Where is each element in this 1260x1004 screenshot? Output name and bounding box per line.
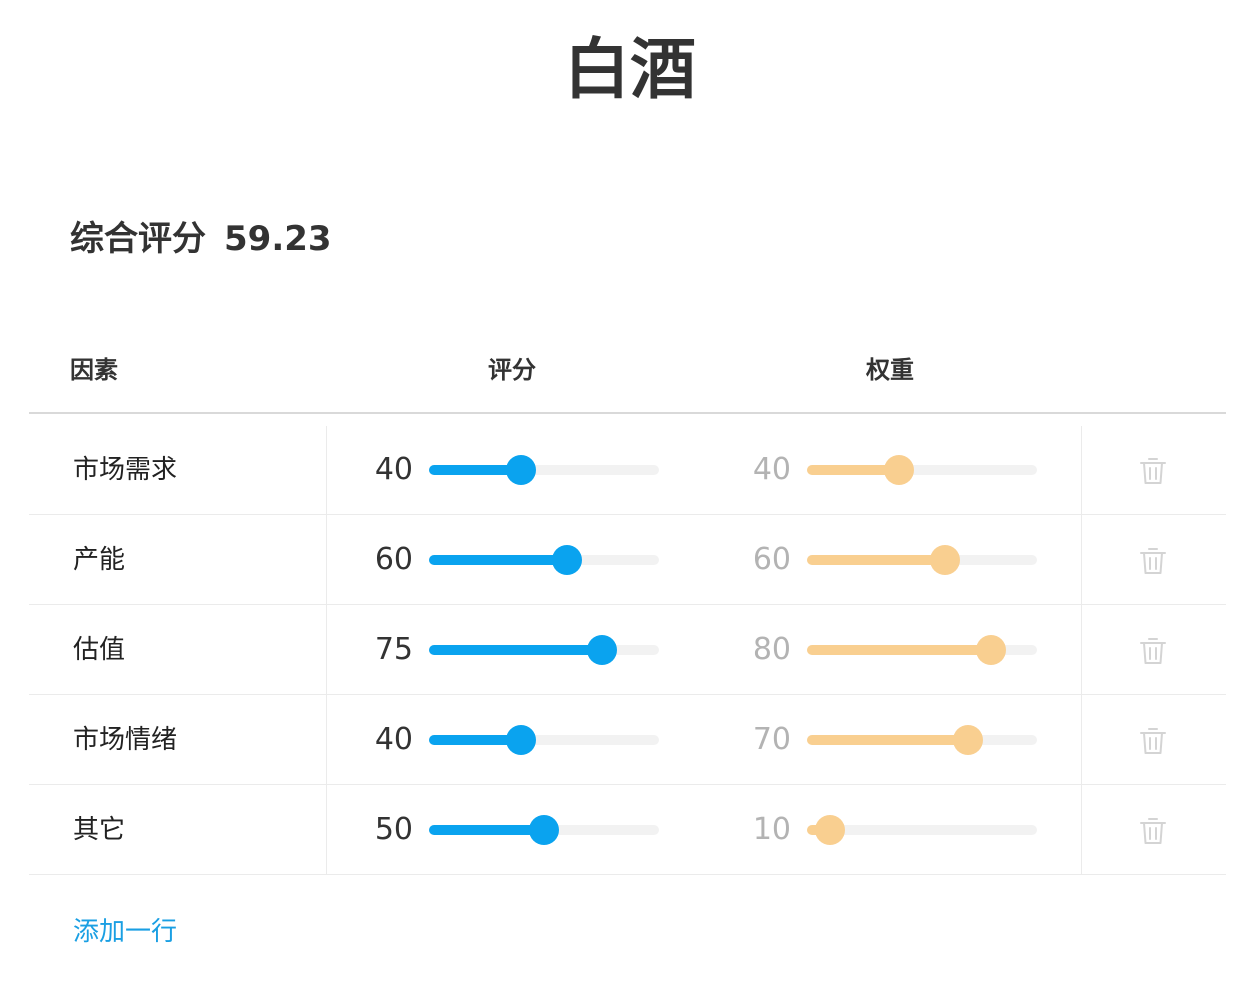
column-divider: [326, 785, 327, 874]
delete-row-button[interactable]: [1135, 453, 1171, 489]
column-header-factor: 因素: [70, 356, 118, 384]
score-slider[interactable]: [429, 635, 659, 665]
weight-slider-handle[interactable]: [953, 725, 983, 755]
score-slider-track[interactable]: [429, 735, 659, 745]
table-body: 市场需求 40 40 产能 60 60 估值 75 80 市场情绪 40 70 其它 50 10: [29, 414, 1226, 875]
score-slider-fill: [429, 465, 521, 475]
column-divider: [1081, 426, 1082, 514]
score-slider-handle[interactable]: [587, 635, 617, 665]
page-title: 白酒: [564, 31, 696, 108]
score-slider[interactable]: [429, 815, 659, 845]
table-row: 市场需求 40 40: [29, 414, 1226, 515]
column-divider: [1081, 605, 1082, 694]
weight-slider-fill: [807, 555, 945, 565]
score-slider-handle[interactable]: [552, 545, 582, 575]
weight-slider-handle[interactable]: [815, 815, 845, 845]
delete-row-button[interactable]: [1135, 633, 1171, 669]
factor-name: 产能: [73, 545, 126, 575]
overall-score-label: 综合评分: [70, 219, 206, 259]
delete-row-button[interactable]: [1135, 813, 1171, 849]
weight-slider[interactable]: [807, 455, 1037, 485]
delete-row-button[interactable]: [1135, 723, 1171, 759]
weight-slider-handle[interactable]: [884, 455, 914, 485]
weight-value: 60: [752, 542, 791, 577]
weight-slider-fill: [807, 645, 991, 655]
score-slider-handle[interactable]: [506, 725, 536, 755]
weight-value: 40: [752, 452, 791, 487]
weight-value: 10: [752, 812, 791, 847]
column-header-score: 评分: [488, 356, 536, 384]
add-row-link[interactable]: 添加一行: [73, 917, 178, 947]
weight-slider-track[interactable]: [807, 465, 1037, 475]
table-row: 产能 60 60: [29, 515, 1226, 605]
score-slider-handle[interactable]: [529, 815, 559, 845]
weight-slider[interactable]: [807, 545, 1037, 575]
factor-name: 市场需求: [73, 455, 178, 485]
table-row: 市场情绪 40 70: [29, 695, 1226, 785]
delete-row-button[interactable]: [1135, 543, 1171, 579]
weight-slider[interactable]: [807, 635, 1037, 665]
score-value: 50: [374, 812, 413, 847]
column-divider: [326, 605, 327, 694]
weight-value: 80: [752, 632, 791, 667]
factor-name: 市场情绪: [73, 725, 178, 755]
column-divider: [326, 515, 327, 604]
trash-icon: [1135, 638, 1171, 673]
score-slider[interactable]: [429, 545, 659, 575]
score-slider-fill: [429, 555, 567, 565]
score-value: 75: [374, 632, 413, 667]
weight-slider-handle[interactable]: [930, 545, 960, 575]
score-slider[interactable]: [429, 455, 659, 485]
column-divider: [1081, 515, 1082, 604]
weight-slider-track[interactable]: [807, 825, 1037, 835]
overall-score: 综合评分 59.23: [70, 216, 332, 262]
score-slider-fill: [429, 825, 544, 835]
weight-slider-fill: [807, 735, 968, 745]
table-row: 估值 75 80: [29, 605, 1226, 695]
overall-score-value: 59.23: [224, 219, 332, 259]
trash-icon: [1135, 548, 1171, 583]
weight-slider[interactable]: [807, 725, 1037, 755]
factor-table: 因素 评分 权重 市场需求 40 40 产能 60 60 估值 75 80 市场情绪 40 70 其它 5…: [29, 330, 1226, 875]
weight-slider-handle[interactable]: [976, 635, 1006, 665]
column-divider: [326, 695, 327, 784]
score-slider[interactable]: [429, 725, 659, 755]
trash-icon: [1135, 728, 1171, 763]
weight-value: 70: [752, 722, 791, 757]
weight-slider[interactable]: [807, 815, 1037, 845]
table-header: 因素 评分 权重: [29, 330, 1226, 414]
score-slider-fill: [429, 645, 602, 655]
score-slider-track[interactable]: [429, 465, 659, 475]
column-divider: [326, 426, 327, 514]
score-value: 40: [374, 452, 413, 487]
factor-name: 估值: [73, 635, 126, 665]
table-row: 其它 50 10: [29, 785, 1226, 875]
score-value: 40: [374, 722, 413, 757]
column-divider: [1081, 785, 1082, 874]
score-value: 60: [374, 542, 413, 577]
score-slider-fill: [429, 735, 521, 745]
score-slider-handle[interactable]: [506, 455, 536, 485]
factor-name: 其它: [73, 815, 126, 845]
trash-icon: [1135, 818, 1171, 853]
column-header-weight: 权重: [866, 356, 914, 384]
column-divider: [1081, 695, 1082, 784]
trash-icon: [1135, 458, 1171, 493]
weight-slider-fill: [807, 465, 899, 475]
